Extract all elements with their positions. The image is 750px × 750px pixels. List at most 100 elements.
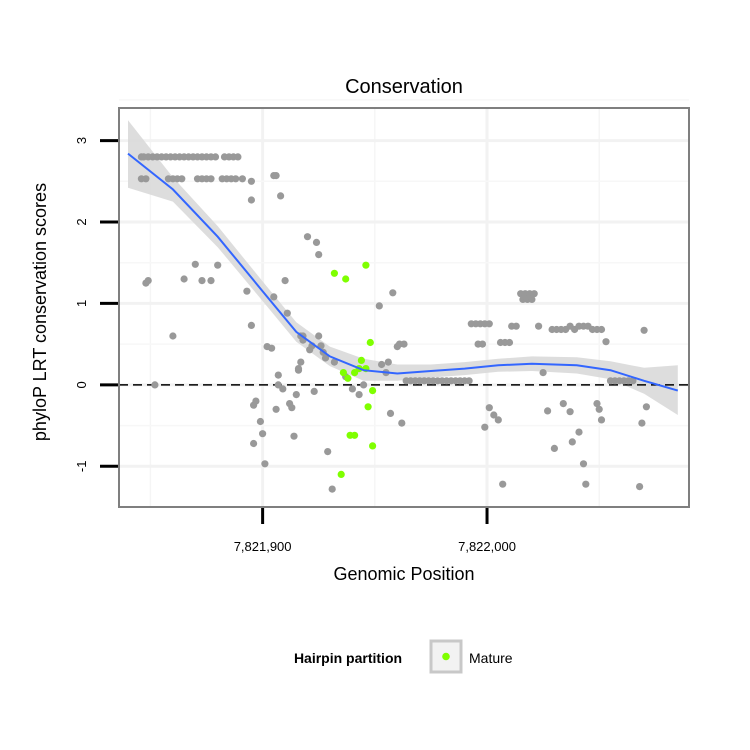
data-point-other <box>481 423 489 431</box>
data-point-other <box>559 400 567 408</box>
legend: Hairpin partition Mature <box>294 639 513 674</box>
data-point-other <box>485 404 493 412</box>
data-point-other <box>550 444 559 452</box>
data-point-other <box>629 377 637 385</box>
plot-border <box>118 107 690 508</box>
data-point-other <box>544 407 552 415</box>
data-point-other <box>214 261 222 269</box>
y-tick-label: 0 <box>74 381 89 388</box>
data-point-other <box>597 325 606 334</box>
data-point-other <box>238 175 246 183</box>
data-point-other <box>528 295 536 303</box>
data-point-other <box>602 338 610 346</box>
data-point-other <box>328 485 336 493</box>
data-point-other <box>142 175 150 183</box>
chart-title: Conservation <box>345 76 463 98</box>
data-point-mature <box>337 470 345 478</box>
data-point-other <box>279 385 287 393</box>
series-mature <box>330 261 377 478</box>
data-point-other <box>324 448 332 456</box>
data-point-other <box>144 277 152 285</box>
data-point-other <box>211 153 220 161</box>
data-point-other <box>169 332 177 340</box>
data-point-other <box>505 338 514 347</box>
data-point-other <box>582 480 590 488</box>
data-point-other <box>234 153 242 161</box>
data-point-other <box>268 344 276 352</box>
data-point-mature <box>344 374 352 382</box>
data-point-other <box>180 275 188 283</box>
data-point-other <box>465 377 473 385</box>
data-point-other <box>593 400 601 408</box>
data-point-other <box>274 371 282 379</box>
data-point-other <box>348 385 356 393</box>
y-axis: -1 0 1 2 3 <box>74 137 118 472</box>
data-point-other <box>270 293 278 301</box>
data-point-other <box>277 192 285 200</box>
data-point-other <box>207 175 215 183</box>
data-point-other <box>272 405 280 413</box>
points-layer <box>137 153 651 493</box>
x-tick-label: 7,822,000 <box>458 539 516 554</box>
data-point-mature <box>369 387 377 395</box>
data-point-other <box>198 277 206 285</box>
data-point-other <box>191 260 199 268</box>
data-point-other <box>490 411 498 419</box>
confidence-band <box>128 120 678 415</box>
data-point-mature <box>339 369 347 377</box>
data-point-other <box>579 460 588 468</box>
data-point-other <box>398 419 406 427</box>
data-point-other <box>232 175 240 183</box>
data-point-other <box>360 381 368 389</box>
data-point-other <box>485 320 493 328</box>
data-point-mature <box>342 275 350 283</box>
data-point-other <box>575 428 583 436</box>
data-point-other <box>315 332 323 340</box>
data-point-other <box>310 387 318 395</box>
data-point-other <box>478 340 487 348</box>
x-axis-label: Genomic Position <box>333 564 474 584</box>
data-point-other <box>539 369 547 377</box>
legend-key-mature <box>442 652 450 661</box>
legend-label-mature: Mature <box>469 650 513 666</box>
data-point-other <box>256 417 264 426</box>
data-point-other <box>288 404 296 412</box>
y-tick-label: -1 <box>74 461 89 473</box>
data-point-other <box>568 438 576 446</box>
data-point-other <box>207 277 215 285</box>
data-point-other <box>283 309 291 317</box>
data-point-other <box>375 302 383 310</box>
data-point-other <box>315 251 323 259</box>
data-point-mature <box>351 431 359 439</box>
series-other <box>137 153 651 493</box>
data-point-other <box>494 416 502 424</box>
data-point-other <box>530 290 538 298</box>
y-tick-label: 3 <box>74 137 89 144</box>
data-point-other <box>261 460 269 468</box>
data-point-other <box>386 409 395 417</box>
x-axis: 7,821,900 7,822,000 <box>234 508 516 554</box>
data-point-mature <box>366 338 374 347</box>
y-tick-label: 2 <box>74 218 89 225</box>
data-point-mature <box>364 403 372 411</box>
data-point-other <box>303 233 312 241</box>
data-point-mature <box>369 442 377 450</box>
y-tick-label: 1 <box>74 300 89 307</box>
data-point-other <box>566 408 574 416</box>
data-point-other <box>638 419 646 427</box>
data-point-other <box>400 340 408 348</box>
smooth-trend-line <box>127 152 679 392</box>
y-axis-label: phyloP LRT conservation scores <box>30 183 50 441</box>
data-point-other <box>151 381 159 389</box>
x-tick-label: 7,821,900 <box>234 539 292 554</box>
data-point-other <box>247 196 255 204</box>
data-point-other <box>499 480 507 488</box>
data-point-other <box>243 287 251 295</box>
data-point-other <box>272 172 280 180</box>
data-point-other <box>178 175 186 183</box>
data-point-other <box>595 405 603 413</box>
data-point-other <box>642 403 651 411</box>
data-point-mature <box>330 269 338 277</box>
data-point-other <box>389 289 397 297</box>
